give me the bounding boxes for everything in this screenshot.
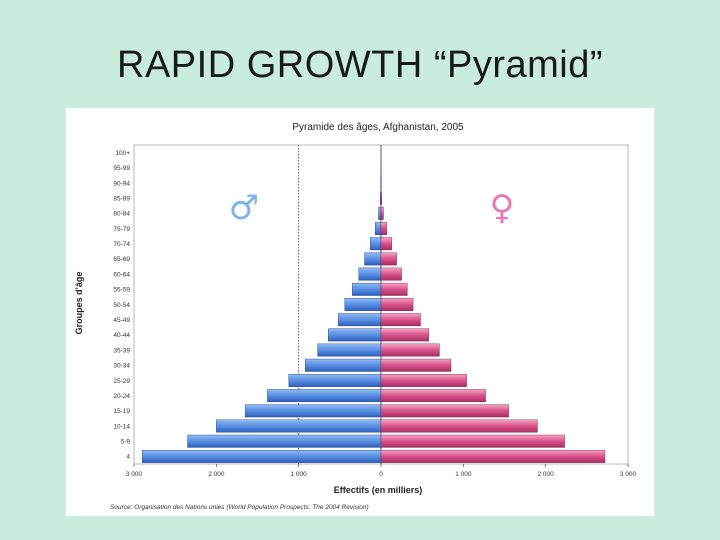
bar-female-55-59 — [380, 282, 408, 296]
y-tick-label: 55-59 — [113, 287, 130, 294]
bar-male-35-39 — [317, 343, 382, 357]
bar-female-10-14 — [380, 419, 538, 433]
y-tick-label: 30-34 — [113, 363, 130, 370]
bar-male-20-24 — [267, 389, 382, 403]
y-tick-label: 85-89 — [113, 195, 130, 202]
x-tick-label: 1 000 — [455, 471, 472, 478]
bar-male-50-54 — [344, 298, 382, 311]
bar-male-15-19 — [244, 404, 382, 418]
x-tick-label: 0 — [379, 471, 383, 478]
bar-female-15-19 — [380, 404, 509, 418]
bar-female-45-49 — [380, 313, 421, 327]
y-tick-label: 25-29 — [113, 378, 130, 385]
bar-male-55-59 — [351, 282, 382, 296]
pyramid-chart-figure: Pyramide des âges, Afghanistan, 2005 4 5-… — [66, 108, 654, 516]
y-axis-label: Groupes d'âge — [74, 272, 84, 335]
bar-male-45-49 — [337, 313, 382, 327]
y-tick-label: 15-19 — [113, 408, 130, 415]
y-tick-label: 4 — [126, 454, 130, 461]
y-tick-label: 80-84 — [113, 211, 130, 218]
y-tick-label: 40-44 — [113, 332, 130, 339]
x-tick-label: 2 000 — [538, 471, 555, 478]
slide-title: RAPID GROWTH “Pyramid” — [117, 44, 603, 86]
x-tick-label: 1 000 — [291, 471, 308, 478]
y-tick-label: 95-99 — [113, 165, 130, 172]
pyramid-chart: Pyramide des âges, Afghanistan, 2005 45-… — [74, 122, 637, 511]
y-tick-label: 75-79 — [113, 226, 130, 233]
bar-male-10-14 — [216, 419, 382, 433]
bar-female-35-39 — [380, 343, 440, 357]
bar-male-25-29 — [288, 374, 382, 387]
bar-female-60-64 — [380, 267, 402, 281]
bar-female-30-34 — [380, 358, 452, 372]
bar-female-20-24 — [380, 389, 486, 403]
bar-male-75-79 — [375, 222, 382, 235]
bar-male-70-74 — [370, 237, 382, 251]
bar-male-0-4 — [142, 449, 382, 463]
y-tick-label: 10-14 — [113, 423, 130, 430]
bar-female-75-79 — [380, 222, 387, 235]
bar-male-40-44 — [328, 328, 382, 342]
male-symbol: ♂ — [229, 188, 259, 228]
x-axis-label: Effectifs (en milliers) — [334, 485, 423, 495]
y-tick-label: 100+ — [115, 150, 130, 157]
bar-female-65-69 — [380, 252, 397, 266]
y-tick-label: 50-54 — [113, 302, 130, 309]
y-tick-label: 20-24 — [113, 393, 130, 400]
y-tick-label: 5-9 — [121, 439, 131, 446]
bar-male-65-69 — [364, 252, 382, 266]
y-tick-label: 65-69 — [113, 256, 130, 263]
bar-male-60-64 — [358, 267, 382, 281]
chart-source: Source: Organisation des Nations unies (… — [110, 504, 369, 511]
bar-female-0-4 — [380, 449, 606, 463]
plot-area: 4 5-9 10-14 15-19 20-24 25-29 30-34 35-39 40-44 4… — [113, 144, 637, 478]
chart-title: Pyramide des âges, Afghanistan, 2005 — [292, 122, 464, 133]
y-tick-label: 90-94 — [113, 180, 130, 187]
x-tick-label: 3 000 — [620, 471, 637, 478]
bar-female-40-44 — [380, 328, 429, 342]
bar-female-5-9 — [380, 434, 565, 448]
bar-female-80-84 — [380, 206, 384, 220]
y-tick-label: 35-39 — [113, 347, 130, 354]
bar-female-70-74 — [380, 237, 392, 251]
bar-female-85-89 — [380, 191, 383, 205]
bar-male-30-34 — [305, 358, 382, 372]
y-tick-label: 70-74 — [113, 241, 130, 248]
x-tick-label: 3 000 — [126, 471, 143, 478]
bar-female-50-54 — [380, 298, 414, 311]
x-tick-label: 2 000 — [208, 471, 225, 478]
female-symbol: ♀ — [490, 188, 515, 228]
bar-male-80-84 — [378, 206, 382, 220]
y-tick-label: 45-49 — [113, 317, 130, 324]
y-tick-label: 60-64 — [113, 271, 130, 278]
bar-female-25-29 — [380, 374, 467, 387]
bar-male-5-9 — [187, 434, 382, 448]
